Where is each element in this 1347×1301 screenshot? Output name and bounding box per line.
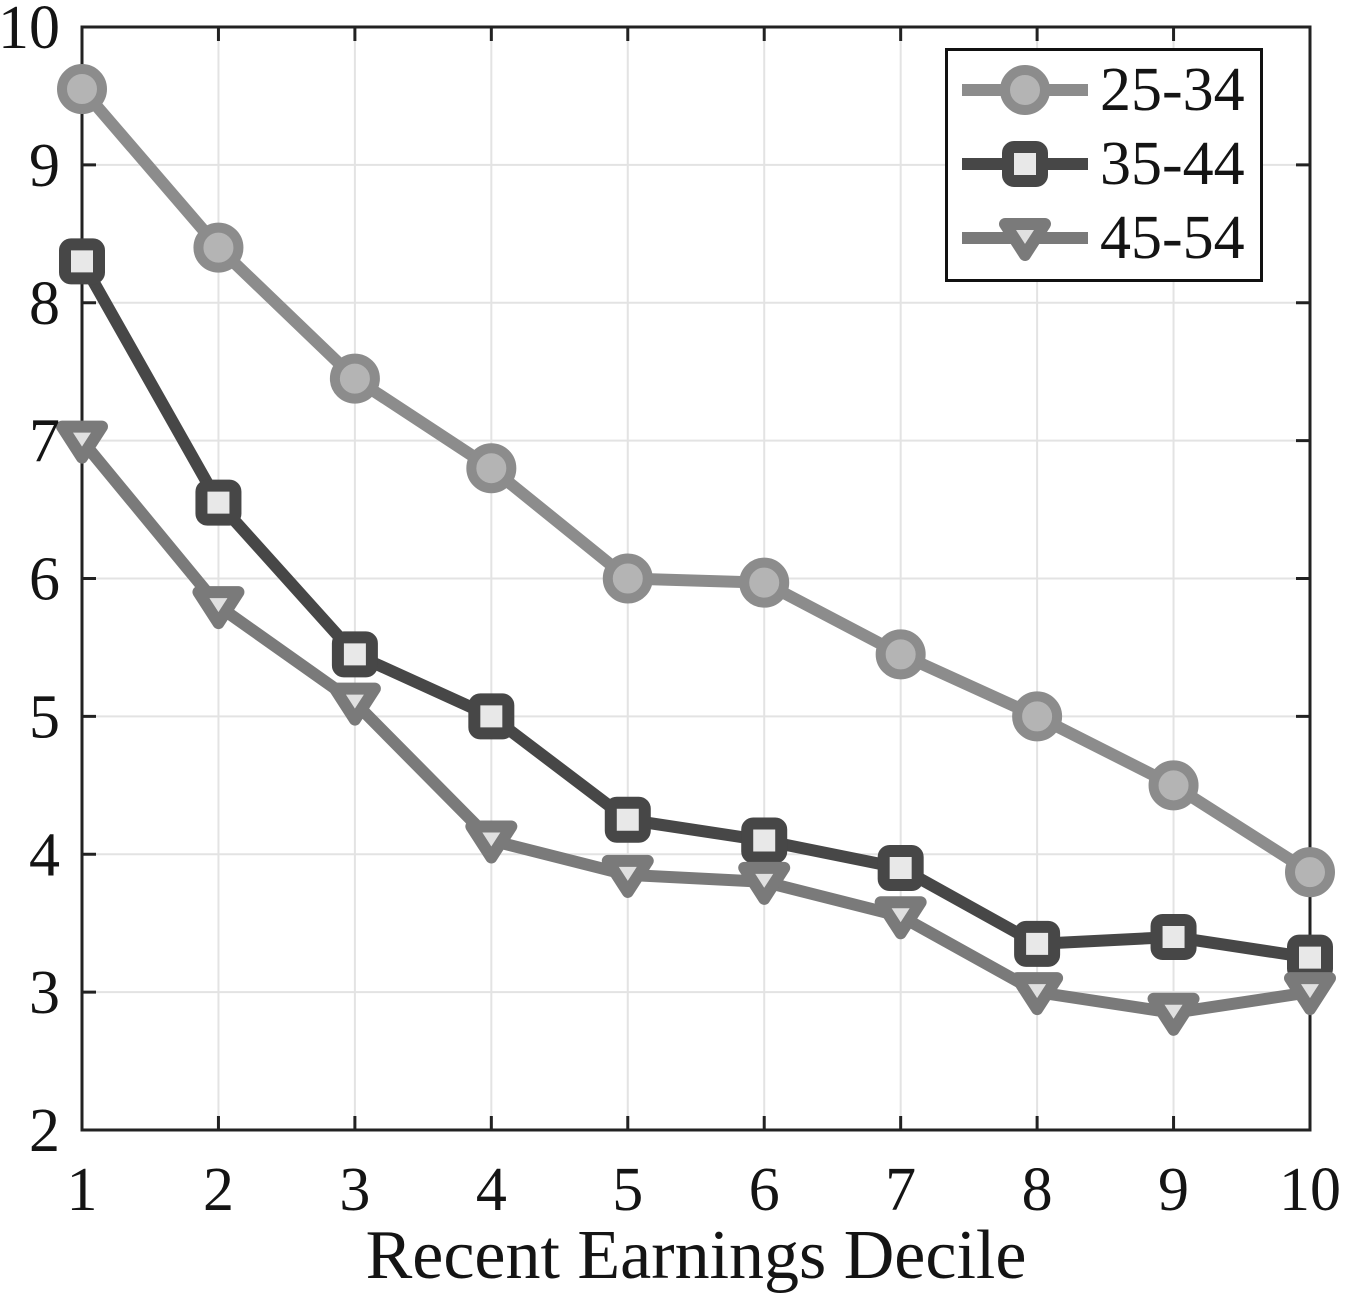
marker-triangle-down [601, 854, 654, 898]
y-tick-label: 7 [29, 408, 60, 476]
marker-triangle-down [56, 420, 108, 464]
marker-square [604, 796, 651, 843]
marker-square [468, 693, 515, 740]
marker-circle [329, 353, 380, 404]
x-tick-label: 4 [476, 1156, 507, 1224]
series-25-34 [57, 64, 1335, 898]
marker-triangle-down [999, 218, 1051, 261]
marker-circle [57, 64, 107, 115]
marker-circle [1012, 691, 1063, 742]
marker-square [1014, 920, 1061, 967]
x-tick-label: 8 [1022, 1156, 1053, 1224]
marker-triangle-down [738, 861, 791, 905]
series-line [76, 83, 1316, 879]
legend-item: 25-34 [948, 53, 1260, 127]
marker-square [1150, 913, 1197, 960]
x-tick-label: 7 [885, 1156, 916, 1224]
series-line [76, 434, 1316, 1019]
marker-square [59, 238, 105, 285]
legend-item: 35-44 [948, 127, 1260, 201]
y-tick-label: 2 [29, 1097, 60, 1165]
y-tick-label: 6 [29, 546, 60, 614]
x-tick-label: 1 [67, 1156, 98, 1224]
y-tick-label: 4 [29, 821, 60, 889]
marker-square [1287, 934, 1333, 981]
marker-circle [602, 553, 653, 604]
marker-triangle-down [328, 682, 381, 726]
x-tick-label: 5 [612, 1156, 643, 1224]
marker-circle [1000, 65, 1050, 115]
x-tick-label: 2 [203, 1156, 234, 1224]
legend-label: 35-44 [1100, 130, 1245, 198]
y-tick-label: 8 [29, 270, 60, 338]
legend-marker-triangle-down [962, 218, 1088, 261]
series-35-44 [59, 238, 1333, 981]
series-line [76, 255, 1316, 964]
marker-circle [1285, 847, 1335, 898]
marker-square [877, 845, 924, 892]
x-tick-label: 9 [1158, 1156, 1189, 1224]
y-tick-label: 3 [29, 959, 60, 1027]
marker-square [741, 817, 788, 864]
marker-triangle-down [1284, 972, 1336, 1016]
legend-item: 45-54 [948, 201, 1260, 275]
marker-triangle-down [465, 820, 518, 864]
legend-label: 25-34 [1100, 56, 1245, 124]
marker-triangle-down [874, 896, 927, 940]
legend-marker-circle [962, 65, 1088, 115]
y-tick-label: 9 [29, 132, 60, 200]
y-tick-label: 10 [0, 0, 60, 62]
x-tick-label: 10 [1279, 1156, 1341, 1224]
marker-circle [739, 557, 790, 608]
marker-square [331, 631, 378, 678]
legend-marker-square [962, 141, 1088, 187]
marker-circle [875, 629, 926, 680]
x-tick-label: 3 [339, 1156, 370, 1224]
series-45-54 [56, 420, 1336, 1036]
marker-triangle-down [1011, 972, 1064, 1016]
marker-square [1002, 141, 1048, 187]
legend: 25-34 35-44 45-54 [945, 48, 1263, 282]
legend-label: 45-54 [1100, 204, 1245, 272]
x-axis-label: Recent Earnings Decile [365, 1217, 1027, 1294]
marker-circle [1148, 760, 1199, 811]
y-tick-label: 5 [29, 683, 60, 751]
marker-circle [193, 222, 244, 273]
marker-square [195, 479, 242, 526]
x-tick-label: 6 [749, 1156, 780, 1224]
marker-triangle-down [192, 586, 245, 630]
marker-triangle-down [1147, 992, 1200, 1036]
marker-circle [466, 443, 517, 494]
